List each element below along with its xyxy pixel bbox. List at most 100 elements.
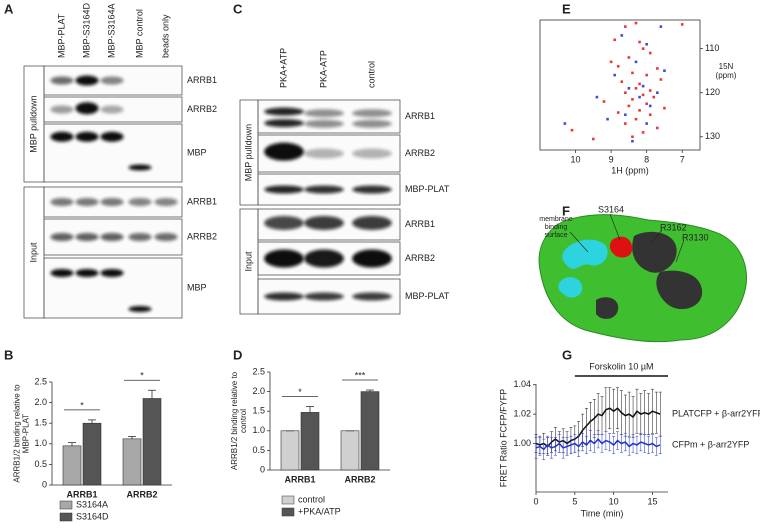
- blot-band: [264, 215, 304, 230]
- y-tick-label: 2.5: [252, 366, 265, 376]
- lane-label: PKA-ATP: [318, 50, 328, 88]
- error-bar: [128, 435, 136, 439]
- annotation-label: Forskolin 10 µM: [589, 361, 653, 371]
- y-tick-label: 0: [260, 464, 265, 474]
- lane-label: control: [366, 61, 376, 88]
- blot-band: [154, 233, 178, 241]
- blot-band: [304, 109, 344, 118]
- row-label: ARRB2: [405, 253, 435, 263]
- surface-label-box: membrane binding surface: [539, 216, 573, 239]
- legend-label: +PKA/ATP: [298, 506, 341, 516]
- blot-band: [128, 233, 152, 241]
- peak: [627, 104, 631, 108]
- peak: [616, 64, 620, 68]
- x-tick-label: 10: [609, 496, 619, 506]
- bar: [340, 430, 360, 471]
- blot-band: [50, 269, 74, 277]
- blot-band: [75, 131, 99, 142]
- y-tick-label: 1.0: [34, 438, 47, 448]
- peak: [634, 117, 638, 121]
- x-tick-label: 15: [647, 496, 657, 506]
- peak: [631, 98, 634, 101]
- lane-label: MBP-PLAT: [56, 13, 66, 58]
- series-line: [535, 407, 661, 448]
- series-label: PLATCFP + β-arr2YFP: [672, 408, 760, 418]
- blot-band: [352, 249, 392, 268]
- peak: [645, 102, 648, 106]
- blot-band: [304, 148, 344, 159]
- blot-band: [352, 148, 392, 159]
- peak: [663, 69, 666, 72]
- y-axis-label: 15N (ppm): [715, 62, 737, 80]
- blot-band: [75, 269, 99, 277]
- peak: [645, 122, 648, 125]
- protein-surface: [538, 213, 747, 343]
- bar: [142, 398, 162, 486]
- x-tick-label: ARRB1: [284, 474, 315, 484]
- blot-band: [304, 119, 344, 128]
- y-tick-label: 1.00: [513, 438, 531, 448]
- significance-label: *: [140, 371, 144, 381]
- peak: [631, 71, 634, 75]
- blot-band: [352, 119, 392, 128]
- pointer: [651, 229, 663, 243]
- surface-label: membrane binding surface: [539, 216, 573, 239]
- peak: [641, 47, 645, 50]
- peak: [620, 34, 624, 37]
- blot-band: [352, 185, 392, 194]
- peak: [638, 95, 641, 99]
- bar: [82, 422, 102, 486]
- dark-patch: [596, 297, 619, 319]
- y-tick-label: 1.5: [252, 406, 265, 416]
- blot-band: [50, 233, 74, 241]
- y-tick-label: 1.5: [34, 418, 47, 428]
- peak: [638, 40, 641, 44]
- residue-label: R3130: [682, 232, 709, 242]
- peak: [631, 139, 634, 143]
- x-tick-label: 0: [533, 496, 538, 506]
- significance-label: *: [80, 400, 84, 410]
- peak: [652, 95, 656, 99]
- blot-band: [100, 131, 124, 142]
- peak: [631, 135, 634, 139]
- error-bar: [68, 442, 76, 446]
- peak: [645, 73, 648, 77]
- peak: [663, 106, 666, 110]
- peak: [648, 104, 652, 108]
- red-patch: [609, 236, 633, 258]
- y-tick-label: 0.5: [34, 459, 47, 469]
- peak: [680, 23, 684, 26]
- panel-letter: C: [233, 1, 243, 16]
- group-label: MBP pulldown: [28, 95, 38, 152]
- blot-band: [100, 233, 124, 241]
- row-label: ARRB1: [187, 75, 217, 85]
- peak: [638, 109, 641, 112]
- y-tick-label: 1.02: [513, 408, 531, 418]
- peak: [656, 91, 659, 95]
- peak: [620, 80, 624, 83]
- row-label: MBP: [187, 147, 207, 157]
- peak: [624, 25, 627, 28]
- bar: [300, 412, 320, 471]
- group-bracket: [23, 65, 45, 183]
- legend-swatch: [281, 507, 295, 517]
- legend-swatch: [59, 512, 73, 522]
- y-tick-label: 110: [705, 43, 719, 53]
- blot-band: [264, 292, 304, 301]
- y-tick-label: 2.0: [252, 386, 265, 396]
- peak: [645, 42, 648, 46]
- x-axis-label: 1H (ppm): [611, 165, 649, 175]
- blot-band: [352, 292, 392, 301]
- peak: [570, 128, 574, 132]
- bar: [62, 445, 82, 486]
- peak: [648, 89, 652, 92]
- blot-band: [264, 119, 304, 128]
- peak: [595, 95, 599, 99]
- y-tick-label: 130: [705, 131, 720, 141]
- peak: [659, 78, 663, 81]
- panel-letter: A: [4, 1, 14, 16]
- panel-letter: D: [233, 347, 242, 362]
- peak: [641, 84, 645, 88]
- blot-band: [352, 109, 392, 118]
